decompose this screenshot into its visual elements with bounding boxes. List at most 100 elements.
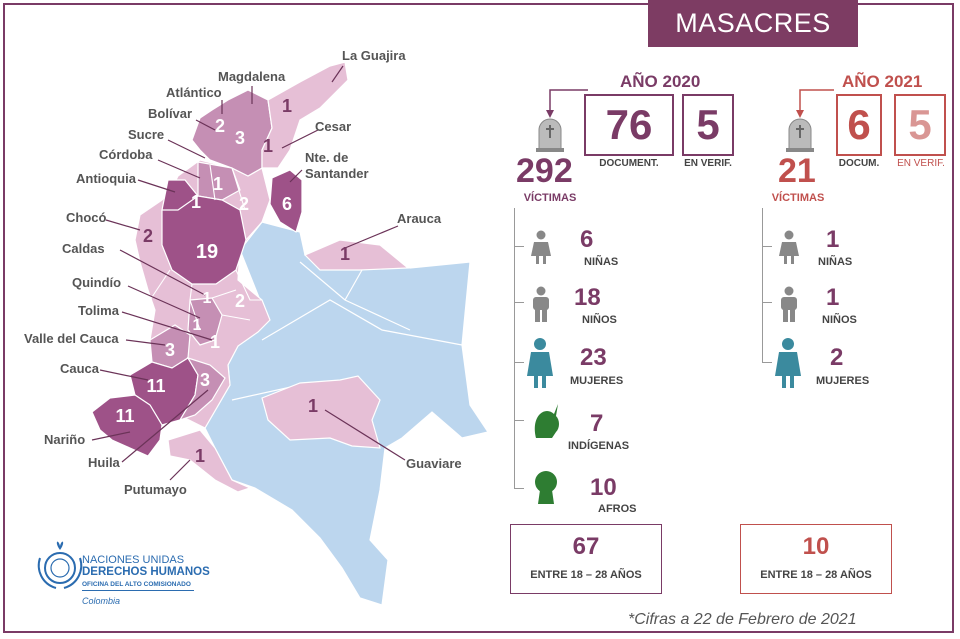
stat-2020-indigenous-label: INDÍGENAS xyxy=(568,440,630,452)
girl-icon xyxy=(779,230,799,264)
dept-label: Magdalena xyxy=(218,69,286,84)
map-count: 11 xyxy=(115,406,134,426)
map-region-norte-santander xyxy=(269,169,303,233)
stat-2021-women: 2 xyxy=(830,344,844,371)
stat-2020-women-label: MUJERES xyxy=(570,375,624,387)
tree-line-2021 xyxy=(762,208,764,362)
documented-2021-box: 6 xyxy=(836,94,882,156)
stat-2020-girls-label: NIÑAS xyxy=(584,256,619,268)
verifying-2021-box: 5 xyxy=(894,94,946,156)
logo-line2: DERECHOS HUMANOS xyxy=(82,566,210,578)
victims-2020-count: 292 xyxy=(516,152,573,190)
woman-icon xyxy=(527,338,553,388)
documented-2020-caption: DOCUMENT. xyxy=(599,158,659,169)
dept-label: Cesar xyxy=(315,119,351,134)
verifying-2020-caption: EN VERIF. xyxy=(684,158,732,169)
branch xyxy=(514,302,524,303)
dept-label: Chocó xyxy=(66,210,107,225)
page-title: MASACRES xyxy=(648,0,858,47)
map-border xyxy=(149,164,263,331)
stat-2020-indigenous: 7 xyxy=(590,410,604,437)
branch xyxy=(762,362,772,363)
dept-label: Santander xyxy=(305,166,369,181)
branch xyxy=(514,420,524,421)
logo-divider xyxy=(82,590,194,591)
map-count: 2 xyxy=(143,226,153,246)
map-count: 1 xyxy=(282,96,292,116)
dept-label: La Guajira xyxy=(342,48,406,63)
age-2020-count: 67 xyxy=(572,533,600,560)
map-region-arauca xyxy=(303,239,410,271)
footnote: *Cifras a 22 de Febrero de 2021 xyxy=(628,611,857,628)
victims-2020-label: VÍCTIMAS xyxy=(523,192,577,204)
boy-icon xyxy=(533,286,549,322)
dept-label: Antioquia xyxy=(76,171,137,186)
map-count: 1 xyxy=(340,244,350,264)
stat-2021-girls-label: NIÑAS xyxy=(818,256,853,268)
dept-label: Sucre xyxy=(128,127,164,142)
map-count: 2 xyxy=(235,291,245,311)
map-count: 6 xyxy=(282,194,292,214)
map-count: 19 xyxy=(196,241,218,263)
verifying-2020-box: 5 xyxy=(682,94,734,156)
bracket-2021 xyxy=(796,89,834,118)
bracket-2020 xyxy=(546,89,588,118)
map-count: 11 xyxy=(146,376,165,396)
map-count: 3 xyxy=(235,128,245,148)
branch xyxy=(514,362,524,363)
branch xyxy=(514,246,524,247)
year-2021-label: AÑO 2021 xyxy=(842,72,923,91)
stat-2020-girls: 6 xyxy=(580,226,594,253)
page-frame xyxy=(3,3,954,633)
map-count: 1 xyxy=(308,396,318,416)
victims-2021-count: 21 xyxy=(778,152,816,190)
boy-icon xyxy=(781,286,797,322)
map-count: 1 xyxy=(193,317,202,334)
colombia-map: 1 3 2 2 1 1 1 6 19 1 2 1 1 1 3 11 11 3 1… xyxy=(24,48,489,606)
logo-line3: OFICINA DEL ALTO COMISIONADO xyxy=(82,581,191,588)
documented-2021-caption: DOCUM. xyxy=(838,158,880,169)
dept-label: Guaviare xyxy=(406,456,462,471)
dept-label: Caldas xyxy=(62,241,105,256)
map-region-guaviare xyxy=(261,375,381,449)
map-count: 1 xyxy=(203,290,212,307)
tombstone-2021-icon xyxy=(786,118,814,152)
stat-2020-afros: 10 xyxy=(590,474,617,501)
dept-label: Nte. de xyxy=(305,150,348,165)
branch xyxy=(762,302,772,303)
dept-label: Arauca xyxy=(397,211,442,226)
dept-label: Atlántico xyxy=(166,85,222,100)
map-region-cordoba xyxy=(197,161,241,201)
un-emblem-icon xyxy=(37,541,83,589)
map-count: 3 xyxy=(200,370,210,390)
year-2020-label: AÑO 2020 xyxy=(620,72,701,91)
dept-label: Cauca xyxy=(60,361,100,376)
map-count: 3 xyxy=(165,340,175,360)
stat-2020-afros-label: AFROS xyxy=(598,503,637,515)
stat-2021-girls: 1 xyxy=(826,226,840,253)
documented-2020-box: 76 xyxy=(584,94,674,156)
dept-label: Nariño xyxy=(44,432,85,447)
logo-line4: Colombia xyxy=(82,596,121,606)
age-2021-count: 10 xyxy=(802,533,830,560)
leader-lines xyxy=(91,65,406,481)
dept-label: Tolima xyxy=(78,303,120,318)
map-region-guajira-cesar xyxy=(261,61,349,169)
woman-icon xyxy=(775,338,801,388)
branch xyxy=(514,488,524,489)
girl-icon xyxy=(531,230,551,264)
dept-label: Putumayo xyxy=(124,482,187,497)
map-count: 1 xyxy=(213,174,223,194)
map-count: 1 xyxy=(191,192,201,212)
age-2020-label: ENTRE 18 – 28 AÑOS xyxy=(530,569,642,581)
dept-label: Huila xyxy=(88,455,121,470)
map-region-putumayo xyxy=(167,429,252,493)
map-count: 2 xyxy=(239,194,249,214)
afro-icon xyxy=(535,471,557,504)
stat-2021-boys-label: NIÑOS xyxy=(822,314,857,326)
age-2021-label: ENTRE 18 – 28 AÑOS xyxy=(760,569,872,581)
tree-line-2020 xyxy=(514,208,516,488)
stat-2020-boys-label: NIÑOS xyxy=(582,314,617,326)
map-count: 1 xyxy=(210,332,220,352)
branch xyxy=(762,246,772,247)
